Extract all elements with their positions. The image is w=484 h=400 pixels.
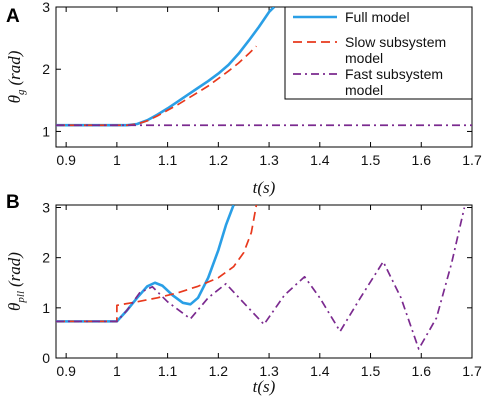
legend-entry-label: Slow subsystem bbox=[345, 34, 446, 50]
x-axis-label: t(s) bbox=[253, 178, 276, 197]
y-tick-label: 0 bbox=[42, 350, 50, 366]
x-tick-label: 0.9 bbox=[56, 363, 76, 379]
legend-entry-label: Fast subsystem bbox=[345, 66, 443, 82]
x-tick-label: 1.1 bbox=[158, 363, 178, 379]
x-tick-label: 1.7 bbox=[462, 363, 482, 379]
y-tick-label: 2 bbox=[42, 61, 50, 77]
panel-b: 0.9 1 1.1 1.2 1.3 1.4 1.5 1.6 1.7 0 1 2 3 Bt(s) θpll (r… bbox=[5, 192, 482, 396]
series-line-slow-subsystem-model bbox=[56, 205, 258, 323]
series-line-full-model bbox=[56, 205, 235, 323]
panel-label: A bbox=[6, 6, 20, 27]
y-tick-label: 1 bbox=[42, 123, 50, 139]
x-tick-label: 1.7 bbox=[462, 152, 482, 168]
x-tick-label: 1.6 bbox=[412, 363, 432, 379]
x-tick-label: 1.2 bbox=[209, 363, 229, 379]
legend-entry-label-cont: model bbox=[345, 82, 383, 98]
y-tick-label: 1 bbox=[42, 300, 50, 316]
legend-box bbox=[284, 6, 473, 100]
panel-a: 0.9 1 1.1 1.2 1.3 1.4 1.5 1.6 1.7 1 2 3 At(s) θg (rad)… bbox=[5, 0, 482, 197]
legend-entry-label: Full model bbox=[345, 9, 410, 25]
series-group bbox=[56, 7, 472, 127]
x-tick-label: 1.4 bbox=[310, 363, 330, 379]
x-tick-label: 1.3 bbox=[259, 363, 279, 379]
y-axis-label-unit: (rad) bbox=[5, 50, 24, 85]
y-tick-label: 2 bbox=[42, 250, 50, 266]
x-tick-label: 1.1 bbox=[158, 152, 178, 168]
y-axis-label-symbol: θ bbox=[5, 303, 24, 311]
y-axis-label-symbol: θ bbox=[5, 95, 24, 103]
series-line-slow-subsystem-model bbox=[56, 45, 257, 127]
x-axis-label: t(s) bbox=[253, 377, 276, 396]
x-tick-label: 1.5 bbox=[361, 152, 381, 168]
y-tick-label: 3 bbox=[42, 200, 50, 216]
legend-entry-label-cont: model bbox=[345, 50, 383, 66]
x-tick-label: 1.2 bbox=[209, 152, 229, 168]
x-tick-label: 1.3 bbox=[259, 152, 279, 168]
x-tick-label: 1 bbox=[113, 152, 121, 168]
x-tick-label: 1.6 bbox=[412, 152, 432, 168]
panel-label: B bbox=[6, 192, 20, 213]
y-axis-label: θpll (rad) bbox=[5, 252, 27, 311]
x-tick-label: 0.9 bbox=[56, 152, 76, 168]
y-axis-label: θg (rad) bbox=[5, 50, 27, 103]
y-tick-label: 3 bbox=[42, 0, 50, 15]
y-axis-label-subscript: g bbox=[15, 89, 27, 95]
x-tick-label: 1.5 bbox=[361, 363, 381, 379]
series-line-fast-subsystem-model bbox=[56, 207, 466, 350]
series-group bbox=[56, 205, 466, 350]
plot-frame bbox=[55, 204, 473, 359]
series-line-full-model bbox=[56, 7, 276, 127]
x-tick-label: 1.4 bbox=[310, 152, 330, 168]
x-tick-label: 1 bbox=[113, 363, 121, 379]
y-axis-label-subscript: pll bbox=[15, 291, 27, 304]
y-axis-label-unit: (rad) bbox=[5, 252, 24, 287]
